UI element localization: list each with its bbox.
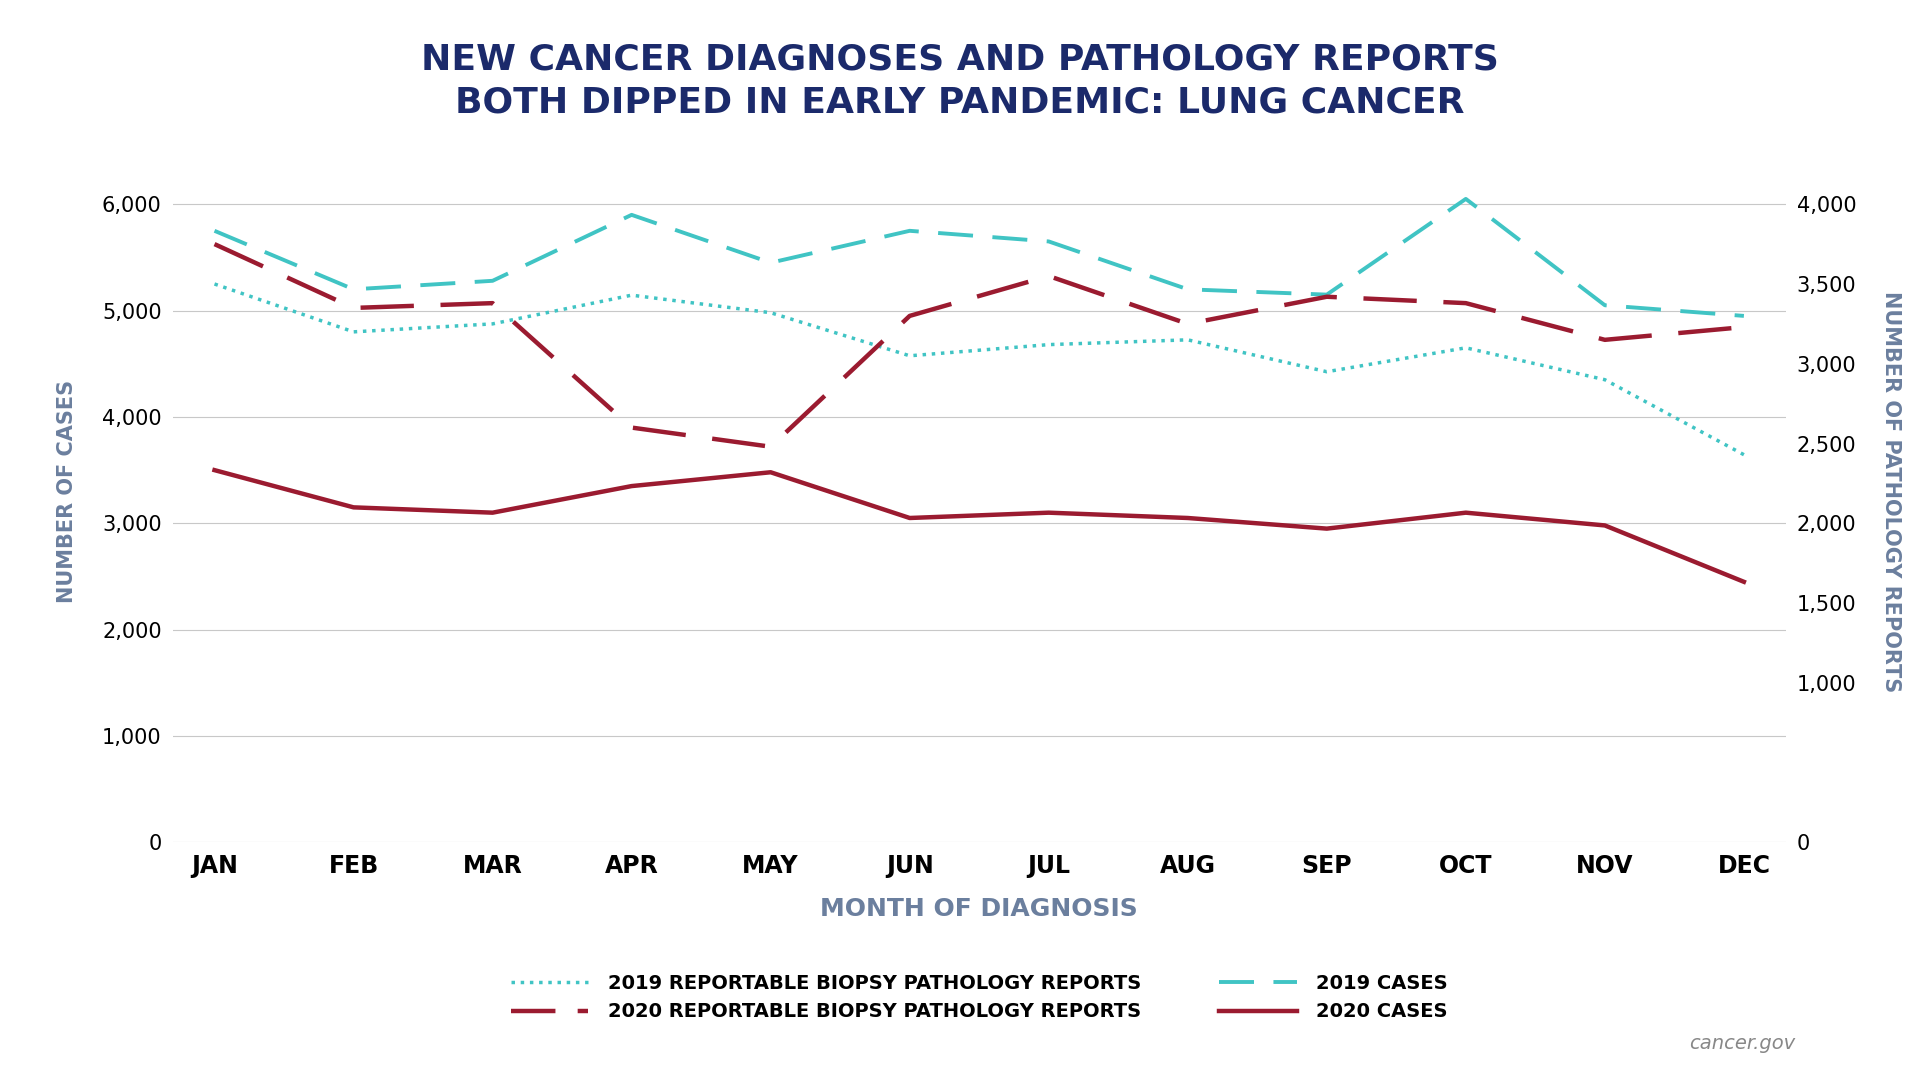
Text: cancer.gov: cancer.gov [1690,1034,1795,1053]
X-axis label: MONTH OF DIAGNOSIS: MONTH OF DIAGNOSIS [820,897,1139,921]
Legend: 2019 REPORTABLE BIOPSY PATHOLOGY REPORTS, 2020 REPORTABLE BIOPSY PATHOLOGY REPOR: 2019 REPORTABLE BIOPSY PATHOLOGY REPORTS… [503,966,1455,1029]
Text: NEW CANCER DIAGNOSES AND PATHOLOGY REPORTS: NEW CANCER DIAGNOSES AND PATHOLOGY REPOR… [420,42,1500,77]
Y-axis label: NUMBER OF PATHOLOGY REPORTS: NUMBER OF PATHOLOGY REPORTS [1882,291,1901,692]
Text: BOTH DIPPED IN EARLY PANDEMIC: LUNG CANCER: BOTH DIPPED IN EARLY PANDEMIC: LUNG CANC… [455,85,1465,120]
Y-axis label: NUMBER OF CASES: NUMBER OF CASES [58,380,77,603]
